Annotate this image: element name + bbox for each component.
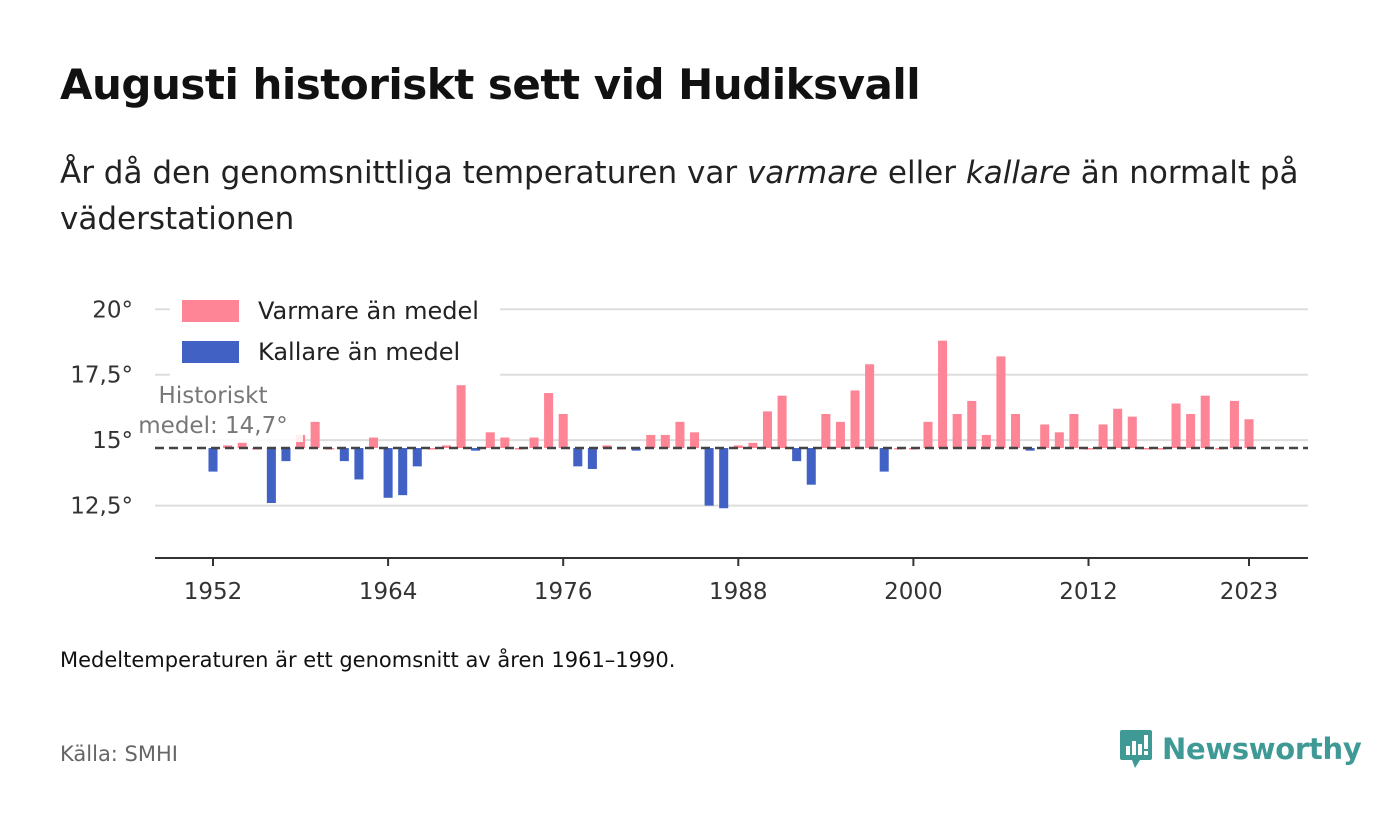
warm-bar: [923, 421, 933, 449]
warm-bar: [952, 414, 962, 449]
warm-bar: [1142, 448, 1152, 450]
warm-bar: [456, 385, 466, 449]
cold-bar: [792, 448, 802, 462]
legend-warm-label: Varmare än medel: [258, 297, 479, 325]
subtitle-warm-word: varmare: [746, 155, 879, 191]
cold-bar: [412, 448, 422, 467]
y-tick-label: 20°: [92, 297, 133, 323]
x-tick-label: 1952: [184, 579, 243, 605]
mean-label-line1: Historiskt: [159, 383, 268, 409]
warm-bar: [850, 390, 860, 449]
warm-bar: [981, 434, 991, 449]
warm-bar: [1186, 414, 1196, 449]
warm-bar: [1171, 403, 1181, 449]
x-tick-label: 2012: [1059, 579, 1118, 605]
mean-label-background: [133, 378, 303, 442]
subtitle-part2: eller: [878, 155, 966, 191]
subtitle-part3: än normalt på väderstationen: [60, 155, 1299, 237]
warm-bar: [996, 356, 1006, 449]
warm-bar: [558, 414, 568, 449]
cold-bar: [573, 448, 583, 467]
warm-bar: [762, 411, 773, 449]
cold-bar: [879, 448, 889, 472]
warm-bar: [777, 395, 787, 449]
warm-bar: [602, 445, 612, 449]
warm-bar: [310, 421, 320, 449]
warm-bar: [1011, 414, 1021, 449]
cold-bar: [1025, 448, 1035, 451]
warm-bar: [223, 445, 233, 449]
x-tick-label: 2023: [1220, 579, 1279, 605]
y-tick-label: 15°: [92, 428, 133, 454]
warm-bar: [646, 434, 656, 449]
warm-bar: [1156, 448, 1166, 450]
subtitle-part1: År då den genomsnittliga temperaturen va…: [60, 155, 747, 191]
cold-bar: [719, 448, 729, 509]
x-tick-label: 1964: [359, 579, 418, 605]
warm-bar: [1229, 400, 1239, 449]
warm-bar: [865, 364, 875, 449]
warm-bar: [1054, 432, 1064, 449]
cold-bar: [383, 448, 393, 498]
warm-bar: [1127, 416, 1137, 449]
warm-bar: [967, 400, 977, 449]
y-tick-label: 17,5°: [70, 363, 133, 389]
page-title: Augusti historiskt sett vid Hudiksvall: [60, 60, 921, 109]
warm-bar: [1069, 414, 1079, 449]
logo-text: Newsworthy: [1162, 732, 1362, 766]
temperature-bar-chart: 12,5° 15° 17,5° 20° Historiskt medel: 14,7° 19…: [70, 292, 1308, 605]
cold-bar: [631, 448, 641, 451]
warm-bar: [529, 437, 539, 449]
cold-bar: [339, 448, 349, 462]
chart-footnote: Medeltemperaturen är ett genomsnitt av å…: [60, 648, 676, 672]
warm-bar: [660, 434, 670, 449]
cold-bar: [704, 448, 714, 506]
warm-bar: [748, 442, 758, 449]
x-tick-label: 1976: [534, 579, 593, 605]
subtitle-cold-word: kallare: [965, 155, 1071, 191]
cold-bar: [208, 448, 218, 472]
warm-bar: [1113, 408, 1123, 449]
warm-bar: [821, 414, 831, 449]
source-label: Källa: SMHI: [60, 742, 178, 766]
newsworthy-logo: Newsworthy: [1118, 728, 1362, 770]
cold-bar: [471, 448, 481, 451]
warm-bar: [675, 421, 685, 449]
warm-bar: [1040, 424, 1050, 449]
x-tick-label: 2000: [884, 579, 943, 605]
warm-bar: [938, 340, 948, 449]
legend-warm-swatch: [182, 300, 239, 322]
warm-bar: [1200, 395, 1210, 449]
cold-bar: [266, 448, 276, 504]
newsworthy-logo-icon: [1120, 730, 1152, 768]
cold-bar: [587, 448, 597, 469]
page-subtitle: År då den genomsnittliga temperaturen va…: [60, 150, 1320, 242]
legend-cold-swatch: [182, 341, 239, 363]
warm-bar: [1244, 419, 1254, 449]
legend-cold-label: Kallare än medel: [258, 338, 460, 366]
warm-bar: [427, 448, 437, 450]
warm-bar: [835, 421, 845, 449]
warm-bar: [689, 432, 700, 449]
warm-bar: [500, 437, 510, 449]
warm-bar: [733, 445, 743, 449]
y-tick-label: 12,5°: [70, 494, 133, 520]
mean-label-line2: medel: 14,7°: [138, 413, 287, 439]
warm-bar: [1083, 448, 1094, 450]
warm-bar: [1098, 424, 1108, 449]
warm-bar: [237, 442, 247, 449]
warm-bar: [441, 445, 451, 449]
cold-bar: [281, 448, 291, 462]
warm-bar: [485, 432, 495, 449]
warm-bar: [368, 437, 379, 449]
warm-bar: [544, 393, 554, 449]
cold-bar: [354, 448, 364, 480]
x-tick-label: 1988: [709, 579, 768, 605]
cold-bar: [398, 448, 408, 496]
cold-bar: [806, 448, 816, 485]
